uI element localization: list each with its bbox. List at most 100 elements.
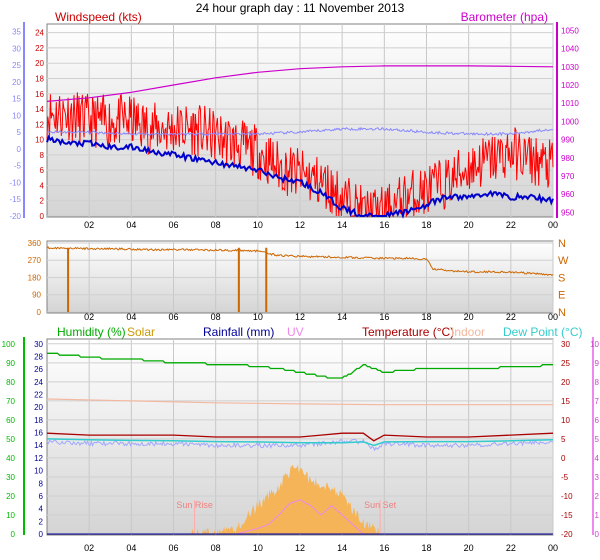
rain-axis-tick: 30	[34, 340, 43, 349]
indoor-series	[46, 398, 553, 406]
wind-axis-tick: 4	[40, 181, 45, 190]
barometer-series	[46, 65, 554, 102]
rain-axis-tick: 12	[34, 454, 43, 463]
x-tick-label: 10	[253, 312, 263, 322]
x-tick-label: 14	[337, 312, 347, 322]
temp-axis-tick: 35	[12, 28, 21, 37]
uv-axis-tick: 3	[595, 473, 600, 482]
temperature-noise-series	[46, 438, 554, 452]
wind-axis-tick: 22	[35, 44, 44, 53]
temp-axis-tick: -20	[9, 212, 21, 221]
compass-label: E	[558, 290, 565, 302]
humidity-axis-tick: 20	[6, 492, 15, 501]
rain-axis-tick: 20	[34, 403, 43, 412]
uv-axis-tick: 6	[595, 416, 600, 425]
x-tick-label: 06	[168, 220, 178, 230]
x-tick-label: 00	[548, 312, 558, 322]
humidity-axis-tick: 70	[6, 397, 15, 406]
temp-axis-tick: 20	[561, 378, 570, 387]
uv-axis-tick: 1	[595, 511, 600, 520]
temp-axis-tick: 20	[12, 78, 21, 87]
baro-axis-tick: 1010	[561, 99, 579, 108]
wind-axis-tick: 16	[35, 90, 44, 99]
x-tick-label: 20	[464, 312, 474, 322]
sun-set-label: Sun Set	[364, 500, 397, 510]
x-tick-label: 08	[211, 312, 221, 322]
chart-marks: 0202020404040606060808081010101212121414…	[2, 24, 600, 553]
wind-axis-tick: 6	[40, 166, 45, 175]
temp-axis-tick: 0	[561, 454, 566, 463]
x-tick-label: 00	[548, 220, 558, 230]
humidity-axis-tick: 60	[6, 416, 15, 425]
baro-axis-tick: 1050	[561, 26, 579, 35]
x-tick-label: 06	[168, 312, 178, 322]
x-tick-label: 16	[379, 220, 389, 230]
rain-axis-tick: 16	[34, 429, 43, 438]
uv-series	[215, 499, 364, 535]
uv-axis-tick: 9	[595, 359, 600, 368]
solar-area	[190, 464, 381, 534]
baro-axis-tick: 980	[561, 154, 575, 163]
temp-axis-tick: -10	[9, 178, 21, 187]
baro-axis-tick: 1020	[561, 81, 579, 90]
rain-axis-tick: 4	[39, 505, 44, 514]
x-tick-label: 12	[295, 312, 305, 322]
dewpoint-series	[46, 438, 554, 447]
windspeed-label: Windspeed (kts)	[55, 10, 142, 24]
x-tick-label: 22	[506, 543, 516, 553]
windspeed-series	[46, 92, 554, 218]
rain-axis-tick: 10	[34, 467, 43, 476]
rain-axis-tick: 2	[39, 517, 44, 526]
temp-axis-tick: 30	[12, 44, 21, 53]
rain-axis-tick: 24	[34, 378, 43, 387]
compass-label: S	[558, 272, 565, 284]
temp-axis-tick: -20	[561, 530, 573, 539]
x-tick-label: 20	[464, 543, 474, 553]
direction-axis-tick: 180	[28, 273, 42, 282]
temperature-series	[46, 432, 554, 442]
uv-axis-tick: 2	[595, 492, 600, 501]
temp-axis-tick: 30	[561, 340, 570, 349]
baro-axis-tick: 1030	[561, 63, 579, 72]
x-tick-label: 02	[84, 543, 94, 553]
humidity-axis-tick: 50	[6, 435, 15, 444]
wind-axis-tick: 14	[35, 105, 44, 114]
dewpoint-legend-label: Dew Point (°C)	[503, 325, 582, 339]
indoor-legend-label: Indoor	[451, 325, 485, 339]
x-tick-label: 18	[421, 312, 431, 322]
avg-wind-series	[46, 134, 554, 219]
temp-axis-tick: -15	[9, 195, 21, 204]
direction-axis-tick: 360	[28, 239, 42, 248]
humidity-axis-tick: 10	[6, 511, 15, 520]
wind-axis-tick: 10	[35, 136, 44, 145]
temperature-series	[46, 126, 554, 137]
baro-axis-tick: 950	[561, 208, 575, 217]
wind-axis-tick: 24	[35, 29, 44, 38]
x-tick-label: 04	[126, 543, 136, 553]
temp-axis-tick: 10	[12, 111, 21, 120]
rain-axis-tick: 22	[34, 391, 43, 400]
x-tick-label: 10	[253, 220, 263, 230]
wind-axis-tick: 2	[40, 197, 45, 206]
x-tick-label: 16	[379, 312, 389, 322]
x-tick-label: 08	[211, 543, 221, 553]
wind-axis-tick: 0	[40, 212, 45, 221]
uv-axis-tick: 0	[595, 530, 600, 539]
uv-axis-tick: 10	[590, 340, 599, 349]
x-tick-label: 02	[84, 220, 94, 230]
x-tick-label: 10	[253, 543, 263, 553]
x-tick-label: 02	[84, 312, 94, 322]
direction-axis-tick: 270	[28, 256, 42, 265]
temp-axis-tick: 15	[561, 397, 570, 406]
x-tick-label: 12	[295, 220, 305, 230]
compass-label: N	[558, 307, 566, 319]
x-tick-label: 18	[421, 543, 431, 553]
rain-axis-tick: 8	[39, 479, 44, 488]
x-tick-label: 14	[337, 543, 347, 553]
baro-axis-tick: 960	[561, 190, 575, 199]
uv-axis-tick: 4	[595, 454, 600, 463]
temp-axis-tick: -15	[561, 511, 573, 520]
humidity-legend-label: Humidity (%)	[57, 325, 126, 339]
